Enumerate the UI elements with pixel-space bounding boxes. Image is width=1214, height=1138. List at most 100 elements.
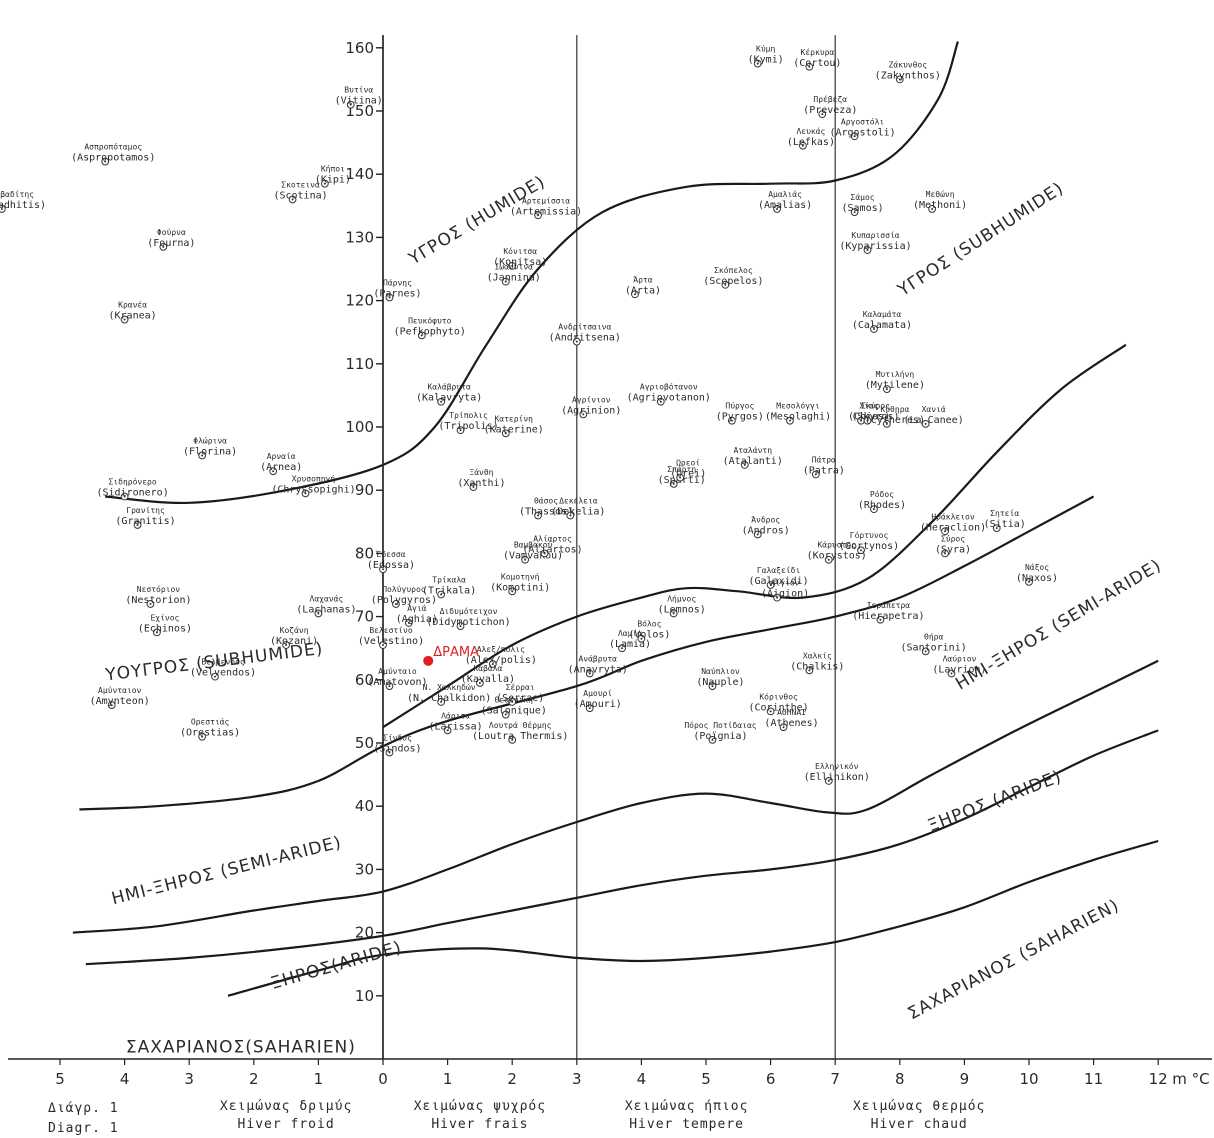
station-73: Άνδρος(Andros) — [742, 515, 790, 539]
station-name-french: (Kyparissia) — [839, 241, 911, 252]
station-66: Πάτρα(Patra) — [803, 455, 845, 479]
station-marker-dot — [382, 568, 384, 571]
x-tick-label-11: 6 — [766, 1070, 776, 1088]
station-name-greek: Πολύγυρος — [382, 585, 426, 594]
station-name-greek: Σκόπελος — [714, 266, 753, 275]
station-30: Ξάνθη(Xanthi) — [457, 468, 506, 491]
station-48: Λευκάς(Lefkas) — [787, 127, 835, 150]
station-name-french: (Ellinikon) — [804, 772, 870, 783]
station-86: ΑΘΗΝΑΙ(Athenes) — [764, 708, 819, 732]
station-77: Λήμνος(Lemnos) — [658, 594, 706, 618]
station-88: Πόρος Ποτίδαιας(Poïgnia) — [684, 721, 757, 744]
station-20: Εχίνος(Echinos) — [138, 613, 192, 637]
station-74: Κάρυστος(Korystos) — [807, 541, 867, 564]
station-80: Ιεράπετρα(Hierapetra) — [852, 601, 925, 624]
station-marker-dot — [162, 245, 165, 248]
station-name-greek: Αμουρί — [583, 689, 612, 698]
station-9: Καλάβρυτα(Kalavryta) — [416, 383, 482, 406]
station-name-french: (Corinthe) — [748, 702, 808, 713]
station-name-greek: Αμαλιάς — [768, 190, 802, 199]
station-name-french: (Patra) — [803, 465, 845, 476]
station-name-greek: Κύθηρα — [880, 405, 909, 414]
station-marker-dot — [420, 334, 423, 337]
station-marker-dot — [776, 596, 779, 599]
station-name-french: (Athenes) — [764, 718, 818, 729]
station-marker-dot — [995, 527, 998, 530]
station-name-french: (Cytheres) — [865, 415, 925, 426]
y-tick-label-140: 140 — [345, 165, 374, 183]
station-name-greek: Κύμη — [756, 45, 775, 54]
station-marker-dot — [853, 211, 856, 214]
station-name-french: (Lamia) — [609, 639, 651, 650]
station-marker-dot — [459, 625, 462, 628]
station-24: Ορεστιάς(Orestias) — [180, 718, 240, 741]
station-58: Κύθηρα(Cytheres) — [865, 405, 925, 428]
x-tick-label-17: 12 — [1149, 1070, 1168, 1088]
station-name-french: (Agriovotanon) — [627, 393, 711, 404]
y-tick-label-80: 80 — [355, 544, 374, 562]
station-85: Κόρινθος(Corinthe) — [748, 692, 809, 716]
station-marker-dot — [569, 514, 572, 517]
station-name-greek: Κρανέα — [118, 301, 147, 310]
station-name-french: (Serrae) — [496, 693, 544, 704]
station-name-french: (Lefkas) — [787, 137, 835, 148]
station-marker-dot — [860, 419, 863, 422]
station-marker-dot — [756, 533, 759, 536]
station-51: Σάμος(Samos) — [842, 193, 884, 217]
station-name-greek: Νεστόριον — [137, 585, 181, 594]
station-name-french: (Aspropotamos) — [71, 153, 155, 164]
station-name-greek: Ιεράπετρα — [867, 601, 911, 610]
station-name-greek: Άρτα — [633, 275, 652, 284]
station-name-greek: Λήμνος — [667, 594, 696, 603]
y-tick-label-30: 30 — [355, 860, 374, 878]
winter-type-french-0: Hiver froid — [238, 1117, 335, 1132]
x-tick-label-8: 3 — [572, 1070, 582, 1088]
x-tick-label-9: 4 — [637, 1070, 647, 1088]
highlight-station: ΔΡΑΜΑ — [423, 645, 479, 666]
station-name-greek: Θάσος — [534, 496, 558, 505]
station-65: Ωρεοί(Orei) — [670, 459, 706, 482]
station-17: Πολύγυρος(Polygyros) — [371, 585, 437, 608]
station-marker-dot — [885, 422, 888, 425]
station-marker-dot — [756, 62, 759, 65]
station-name-french: (Parnes) — [373, 288, 421, 299]
station-marker-dot — [155, 631, 158, 634]
y-tick-label-40: 40 — [355, 797, 374, 815]
station-name-french: (Kozani) — [270, 636, 318, 647]
station-name-greek: Λουτρά Θέρμης — [489, 721, 552, 730]
station-name-greek: Σύρος — [941, 534, 965, 543]
y-tick-label-70: 70 — [355, 608, 374, 626]
station-name-greek: Ιωάννινα — [494, 263, 533, 272]
station-marker-dot — [633, 293, 636, 296]
station-marker-dot — [782, 726, 785, 729]
station-marker-dot — [659, 400, 662, 403]
station-name-french: (Pyrgos) — [716, 412, 764, 423]
x-axis: 5 4 3 2 1 0 1 2 3 4 5 6 7 8 9 10 11 12 m °C — [8, 1058, 1212, 1088]
station-marker-dot — [872, 508, 875, 511]
station-marker-dot — [504, 432, 507, 435]
y-tick-label-110: 110 — [345, 355, 374, 373]
station-52: Μεθώνη(Methoni) — [913, 190, 967, 213]
station-name-french: (Andros) — [742, 525, 790, 536]
station-name-greek: Καβάλα — [473, 664, 502, 673]
station-name-greek: Λάρισα — [441, 711, 470, 720]
station-name-french: (Calamata) — [852, 320, 912, 331]
station-marker-dot — [201, 454, 204, 457]
station-name-french: (Sidironero) — [96, 488, 168, 499]
station-marker-dot — [769, 584, 772, 586]
station-name-greek: Εχίνος — [150, 613, 179, 622]
station-marker-dot — [524, 558, 527, 561]
boundary-humide — [105, 41, 959, 505]
station-name-greek: Σίνδος — [383, 733, 412, 742]
y-tick-label-20: 20 — [355, 924, 374, 942]
station-27: Αμύνταιο(Amatovon) — [367, 667, 428, 691]
station-name-greek: Τρίκαλα — [432, 575, 466, 584]
station-marker-dot — [511, 738, 514, 741]
x-tick-label-2: 3 — [184, 1070, 194, 1088]
station-87: Ελληνικόν(Ellinikon) — [804, 762, 870, 785]
station-marker-dot — [537, 514, 540, 517]
station-name-greek: Αλίαρτος — [533, 534, 572, 543]
station-marker-dot — [149, 602, 152, 605]
drama-label: ΔΡΑΜΑ — [433, 645, 479, 660]
station-marker-dot — [214, 675, 217, 678]
